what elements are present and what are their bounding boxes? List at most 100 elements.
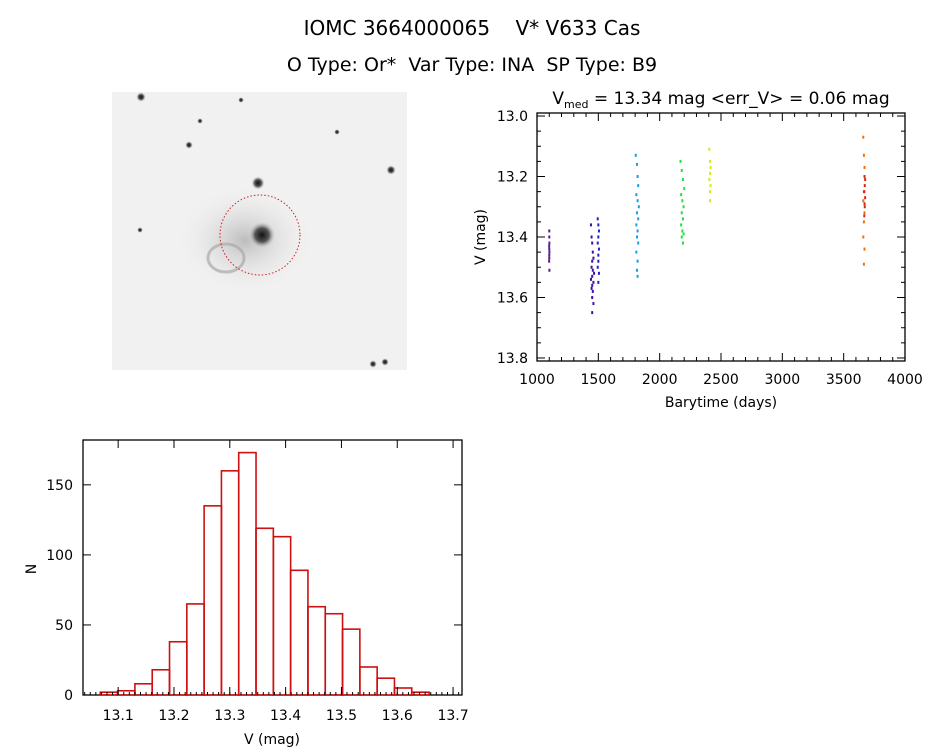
- data-point: [862, 153, 865, 157]
- data-point: [708, 171, 711, 175]
- aperture-circle: [219, 194, 301, 276]
- y-tick-label: 13.4: [497, 230, 528, 246]
- x-tick-label: 4000: [887, 372, 923, 388]
- data-point: [548, 253, 551, 257]
- data-point: [597, 235, 600, 239]
- data-point: [597, 223, 600, 227]
- data-point: [635, 211, 638, 215]
- data-point: [708, 159, 711, 163]
- y-axis-label: N: [24, 564, 40, 574]
- histogram-bar: [220, 470, 240, 696]
- data-point: [708, 147, 711, 151]
- histogram-bar: [359, 666, 378, 696]
- data-point: [637, 184, 640, 188]
- data-point: [636, 175, 639, 179]
- data-point: [862, 262, 865, 266]
- data-point: [591, 241, 594, 245]
- data-point: [548, 259, 551, 263]
- data-point: [862, 135, 865, 139]
- data-point: [591, 274, 594, 278]
- data-point: [709, 184, 712, 188]
- y-tick-label: 100: [46, 548, 73, 564]
- histogram-bar: [289, 569, 309, 696]
- data-point: [591, 289, 594, 293]
- data-point: [591, 311, 594, 315]
- histogram-bar: [168, 640, 188, 696]
- data-point: [636, 274, 639, 278]
- data-point: [863, 211, 866, 215]
- x-tick-label: 1000: [519, 372, 555, 388]
- data-point: [862, 235, 865, 239]
- data-point: [634, 153, 637, 157]
- data-point: [864, 178, 867, 182]
- data-point: [589, 277, 592, 281]
- data-point: [592, 280, 595, 284]
- x-tick-label: 1500: [581, 372, 617, 388]
- data-point: [681, 229, 684, 233]
- light-curve-plot: Vmed = 13.34 mag <err_V> = 0.06 mag 1000 1…: [473, 89, 923, 411]
- x-tick-label: 2500: [703, 372, 739, 388]
- data-point: [862, 220, 865, 224]
- histogram-bar: [99, 691, 119, 696]
- data-point: [637, 217, 640, 221]
- y-tick-label: 13.2: [497, 170, 528, 186]
- data-point: [636, 199, 639, 203]
- data-point: [863, 214, 866, 218]
- data-point: [591, 283, 594, 287]
- data-point: [681, 199, 684, 203]
- histogram-bar: [203, 505, 223, 696]
- histogram-bar: [410, 691, 430, 696]
- data-point: [637, 205, 640, 209]
- histogram-bar: [324, 612, 344, 696]
- data-point: [863, 184, 866, 188]
- histogram-bar: [272, 535, 292, 696]
- data-point: [679, 159, 682, 163]
- data-point: [591, 259, 594, 263]
- data-point: [708, 178, 711, 182]
- histogram-bar: [186, 603, 205, 696]
- data-point: [862, 199, 865, 203]
- y-tick-label: 13.6: [497, 290, 528, 306]
- data-point: [597, 280, 600, 284]
- data-point: [863, 205, 866, 209]
- histogram-bar: [237, 451, 257, 696]
- x-axis-label: V (mag): [244, 732, 300, 747]
- data-point: [597, 259, 600, 263]
- data-point: [590, 286, 593, 290]
- data-point: [636, 229, 639, 233]
- plot-title: Vmed = 13.34 mag <err_V> = 0.06 mag: [552, 89, 889, 111]
- x-tick-label: 13.7: [437, 708, 468, 724]
- data-point: [708, 199, 711, 203]
- data-point: [596, 241, 599, 245]
- data-point: [591, 295, 594, 299]
- data-point: [597, 271, 600, 275]
- y-tick-label: 13.8: [497, 351, 528, 367]
- data-point: [597, 247, 600, 251]
- histogram-bar: [134, 682, 154, 696]
- data-point: [863, 175, 866, 179]
- data-point: [680, 223, 683, 227]
- histogram-plot: 13.1 13.2 13.3 13.4 13.5 13.6 13.7 0 50 100 150 V (…: [24, 439, 469, 747]
- data-point: [635, 250, 638, 254]
- histogram-bar: [255, 527, 275, 696]
- data-point: [596, 265, 599, 269]
- x-tick-label: 3500: [826, 372, 862, 388]
- data-point: [864, 196, 867, 200]
- data-point: [593, 271, 596, 275]
- y-tick-label: 50: [55, 618, 73, 634]
- data-point: [708, 190, 711, 194]
- data-point: [683, 187, 686, 191]
- y-tick-label: 150: [46, 478, 73, 494]
- data-point: [548, 268, 551, 272]
- data-point: [548, 244, 551, 248]
- data-point: [635, 162, 638, 166]
- data-point: [680, 193, 683, 197]
- data-point: [636, 259, 639, 263]
- data-point: [597, 253, 600, 257]
- data-point: [590, 235, 593, 239]
- data-point: [681, 217, 684, 221]
- data-point: [548, 256, 551, 260]
- x-tick-label: 13.6: [382, 708, 413, 724]
- data-point: [863, 190, 866, 194]
- chart-subtitle: O Type: Or* Var Type: INA SP Type: B9: [286, 54, 658, 76]
